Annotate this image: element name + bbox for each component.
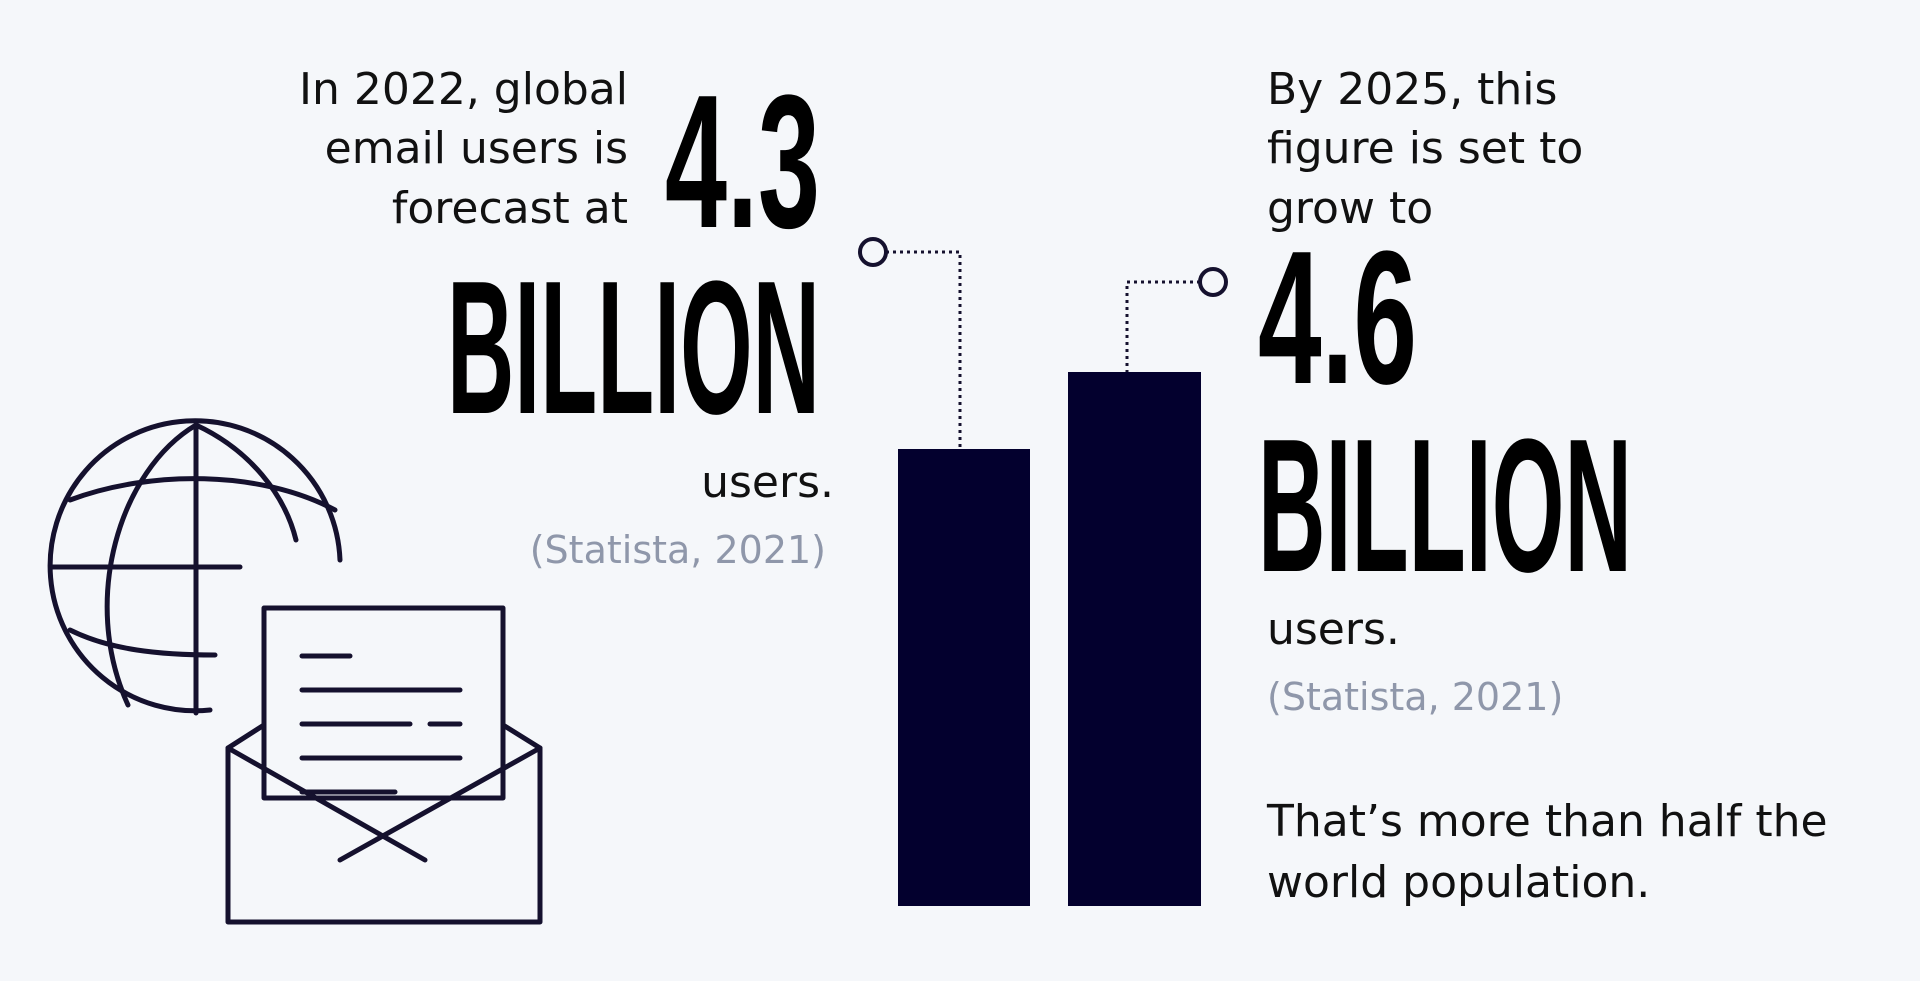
intro-line: In 2022, global [299, 64, 628, 115]
envelope-icon [225, 605, 543, 925]
figure-unit: BILLION [1258, 400, 1632, 612]
connector-dot-right [1198, 267, 1228, 297]
intro-line: grow to [1267, 183, 1433, 234]
globe-icon [47, 418, 343, 716]
figure: 4.3 [665, 56, 820, 268]
connector-right [1125, 280, 1200, 372]
intro-line: figure is set to [1267, 123, 1583, 174]
figure-unit: BILLION [447, 242, 820, 454]
suffix: users. [701, 457, 834, 508]
bar-2022 [898, 449, 1030, 906]
figure: 4.6 [1258, 212, 1417, 424]
intro-line: By 2025, this [1267, 64, 1557, 115]
connector-dot-left [858, 237, 888, 267]
source: (Statista, 2021) [1267, 675, 1563, 719]
connector-left [886, 250, 962, 449]
footnote-line: world population. [1267, 857, 1650, 908]
suffix: users. [1267, 604, 1400, 655]
intro-line: forecast at [392, 183, 628, 234]
bar-2025 [1068, 372, 1201, 906]
footnote-line: That’s more than half the [1266, 796, 1828, 847]
intro-line: email users is [325, 123, 628, 174]
source: (Statista, 2021) [530, 528, 826, 572]
